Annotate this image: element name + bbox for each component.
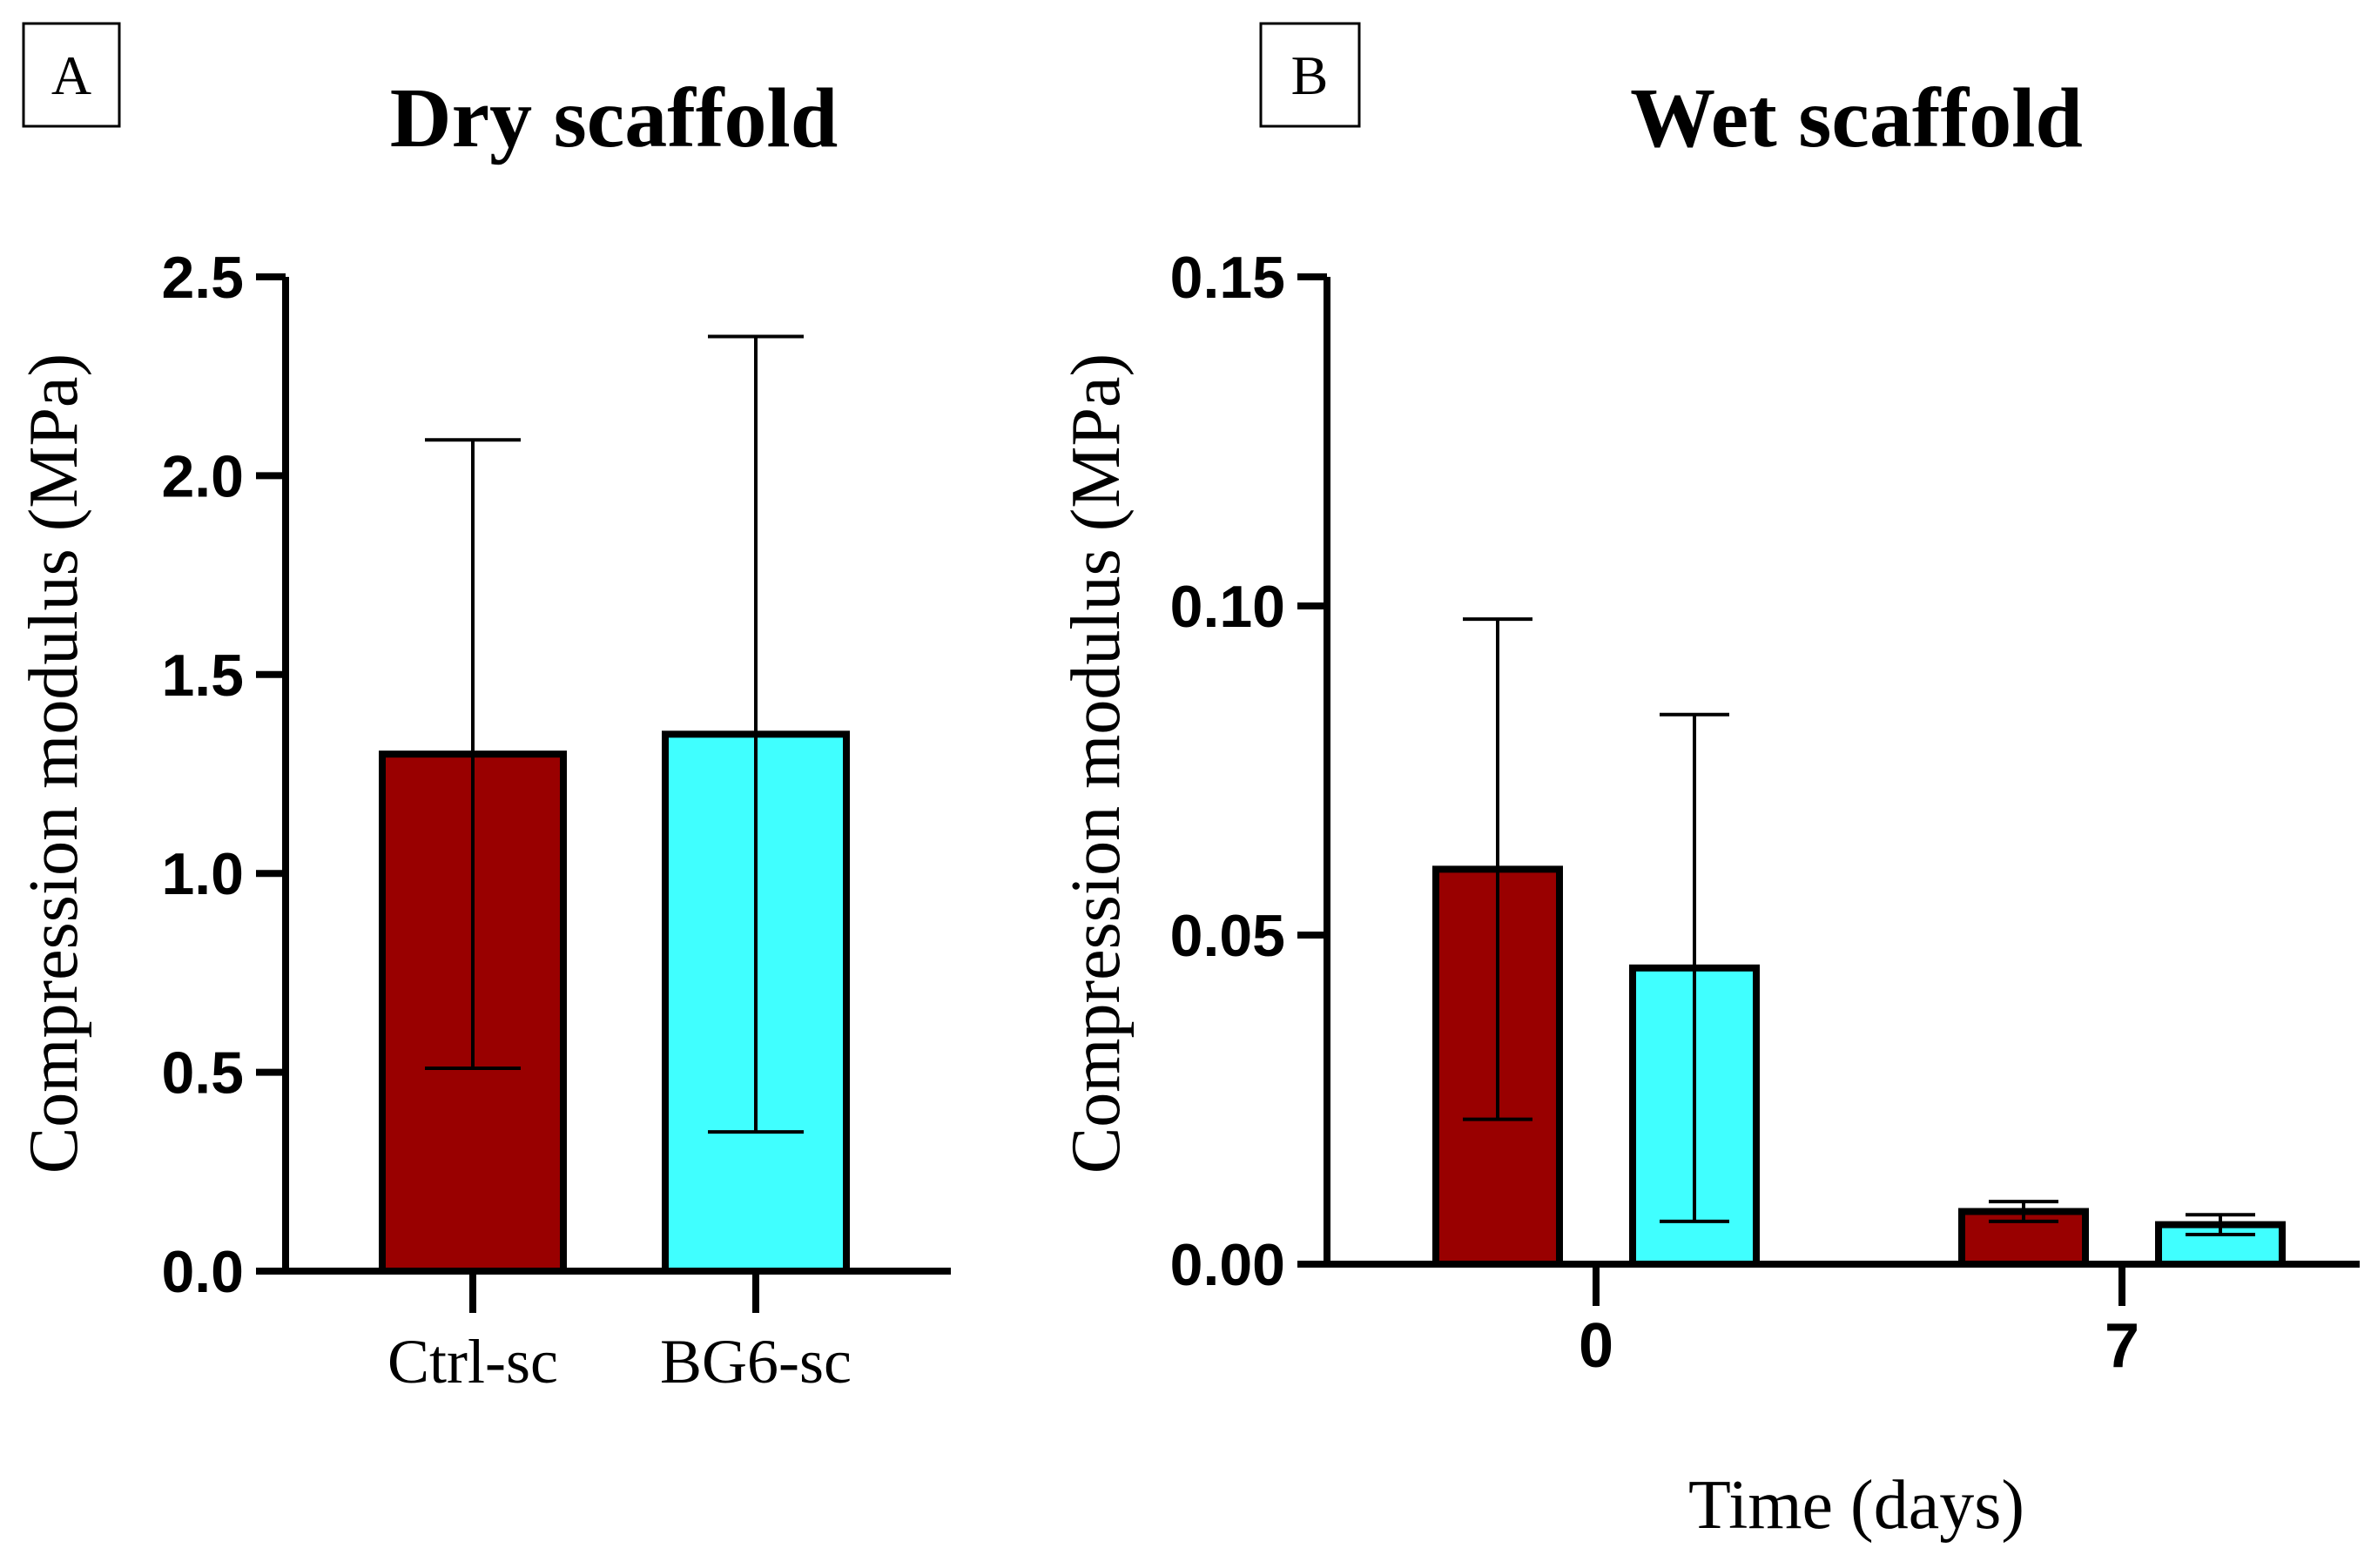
panel-b-label-box bbox=[1259, 22, 1361, 128]
panel-b-title: Wet scaffold bbox=[1630, 71, 2083, 165]
panel-a-plot: 0.0 0.5 1.0 1.5 2.0 2.5 Ctrl-sc BG6-sc bbox=[161, 245, 951, 1396]
panel-a-title: Dry scaffold bbox=[390, 71, 838, 165]
panel-a-y-tick-label: 0.5 bbox=[161, 1040, 244, 1107]
panel-a-y-tick-label: 2.0 bbox=[161, 443, 244, 509]
panel-b-y-axis-label: Compression modulus (MPa) bbox=[1058, 353, 1135, 1174]
panel-a: A Dry scaffold Compression modulus (MPa)… bbox=[16, 22, 951, 1396]
panel-b-x-tick-label: 7 bbox=[2105, 1311, 2139, 1381]
panel-b-y-tick-label: 0.10 bbox=[1170, 574, 1285, 640]
panel-a-y-axis-label: Compression modulus (MPa) bbox=[16, 353, 92, 1174]
panel-b-x-axis-label: Time (days) bbox=[1688, 1467, 2024, 1544]
panel-a-y-tick-label: 1.5 bbox=[161, 643, 244, 709]
panel-a-label: A bbox=[51, 44, 91, 106]
panel-a-y-tick-label: 0.0 bbox=[161, 1239, 244, 1305]
panel-b: B Wet scaffold Compression modulus (MPa)… bbox=[1058, 22, 2360, 1544]
panel-b-x-tick-label: 0 bbox=[1579, 1311, 1613, 1381]
panel-b-y-tick-label: 0.15 bbox=[1170, 245, 1285, 311]
panel-a-y-tick-label: 1.0 bbox=[161, 841, 244, 907]
panel-a-label-box bbox=[22, 22, 121, 128]
panel-b-plot: 0.00 0.05 0.10 0.15 0 7 bbox=[1170, 245, 2360, 1381]
panel-a-x-tick-label: Ctrl-sc bbox=[387, 1327, 558, 1396]
panel-b-label: B bbox=[1291, 44, 1329, 106]
panel-a-y-tick-label: 2.5 bbox=[161, 245, 244, 311]
panel-b-y-tick-label: 0.00 bbox=[1170, 1232, 1285, 1298]
panel-a-x-tick-label: BG6-sc bbox=[660, 1327, 852, 1396]
panel-b-y-tick-label: 0.05 bbox=[1170, 903, 1285, 969]
